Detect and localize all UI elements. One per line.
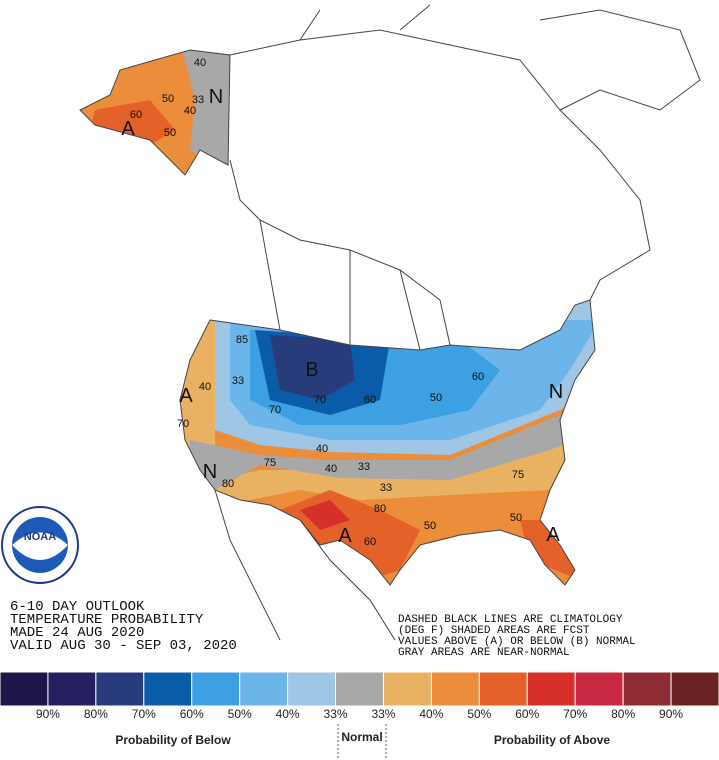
contour-label: 40: [325, 463, 337, 475]
contour-label: 33: [232, 375, 244, 387]
legend-label: 33%: [324, 707, 348, 721]
contour-label: 75: [264, 457, 276, 469]
legend-title: Normal: [341, 730, 382, 744]
notes-text: DASHED BLACK LINES ARE CLIMATOLOGY(DEG F…: [398, 614, 636, 659]
contour-label: 80: [374, 503, 386, 515]
legend-swatch: [47, 671, 97, 707]
contour-label: 70: [269, 404, 281, 416]
contour-label: 40: [316, 443, 328, 455]
legend-swatch: [526, 671, 576, 707]
legend-label: 90%: [659, 707, 683, 721]
legend-swatch: [670, 671, 719, 707]
contour-label: 50: [430, 392, 442, 404]
outlook-line: 6-10 DAY OUTLOOK: [10, 599, 145, 615]
legend-swatch: [382, 671, 432, 707]
contour-label: 80: [222, 478, 234, 490]
legend-swatch: [143, 671, 193, 707]
contour-label: 70: [177, 418, 189, 430]
legend-label: 60%: [180, 707, 204, 721]
note-line: VALUES ABOVE (A) OR BELOW (B) NORMAL: [398, 636, 636, 648]
note-line: GRAY AREAS ARE NEAR-NORMAL: [398, 647, 570, 659]
contour-label: 40: [184, 105, 196, 117]
forecast-letter: N: [203, 461, 217, 483]
contour-label: 60: [364, 536, 376, 548]
contour-label: 33: [358, 461, 370, 473]
contour-label: 60: [130, 109, 142, 121]
outlook-line: VALID AUG 30 - SEP 03, 2020: [10, 638, 237, 654]
legend-swatch: [478, 671, 528, 707]
legend-label: 40%: [419, 707, 443, 721]
legend-title: Probability of Above: [494, 733, 611, 747]
legend-label: 90%: [36, 707, 60, 721]
legend-swatch: [95, 671, 145, 707]
legend-label: 50%: [467, 707, 491, 721]
legend-label: 60%: [515, 707, 539, 721]
contour-label: 33: [192, 94, 204, 106]
contour-label: 33: [380, 482, 392, 494]
forecast-letter: A: [121, 118, 135, 140]
legend-swatch: [191, 671, 241, 707]
legend-swatch: [239, 671, 289, 707]
legend-label: 33%: [371, 707, 395, 721]
contour-label: 75: [512, 469, 524, 481]
legend-swatch: [574, 671, 624, 707]
legend-swatch: [287, 671, 337, 707]
legend-label: 40%: [276, 707, 300, 721]
legend-swatch: [0, 671, 49, 707]
legend-swatch: [622, 671, 672, 707]
forecast-letter: A: [338, 525, 352, 547]
legend-label: 50%: [228, 707, 252, 721]
contour-label: 40: [199, 381, 211, 393]
legend-swatch: [430, 671, 480, 707]
contour-label: 85: [236, 334, 248, 346]
forecast-letter: A: [546, 524, 560, 546]
note-line: (DEG F) SHADED AREAS ARE FCST: [398, 625, 590, 637]
contour-label: 60: [472, 371, 484, 383]
note-line: DASHED BLACK LINES ARE CLIMATOLOGY: [398, 614, 623, 626]
legend-title: Probability of Below: [115, 733, 231, 747]
forecast-letter: B: [305, 359, 318, 381]
legend-swatch: [335, 671, 384, 707]
forecast-letter: N: [209, 86, 223, 108]
contour-label: 60: [364, 394, 376, 406]
contour-label: 50: [162, 93, 174, 105]
outlook-line: MADE 24 AUG 2020: [10, 625, 144, 641]
contour-label: 50: [424, 520, 436, 532]
legend-label: 70%: [563, 707, 587, 721]
contour-label: 70: [314, 394, 326, 406]
forecast-letter: A: [179, 385, 193, 407]
logo-text: NOAA: [24, 531, 56, 543]
legend-label: 70%: [132, 707, 156, 721]
contour-label: 40: [194, 57, 206, 69]
contour-label: 50: [510, 512, 522, 524]
outlook-line: TEMPERATURE PROBABILITY: [10, 612, 204, 628]
legend: 90% 80% 70% 60% 50% 40% 33% 33% 40% 50% 60% 70% 80% 9…: [0, 671, 719, 758]
legend-label: 80%: [611, 707, 635, 721]
noaa-logo: NOAA: [1, 506, 79, 584]
forecast-letter: N: [549, 381, 563, 403]
contour-label: 50: [164, 127, 176, 139]
legend-label: 80%: [84, 707, 108, 721]
